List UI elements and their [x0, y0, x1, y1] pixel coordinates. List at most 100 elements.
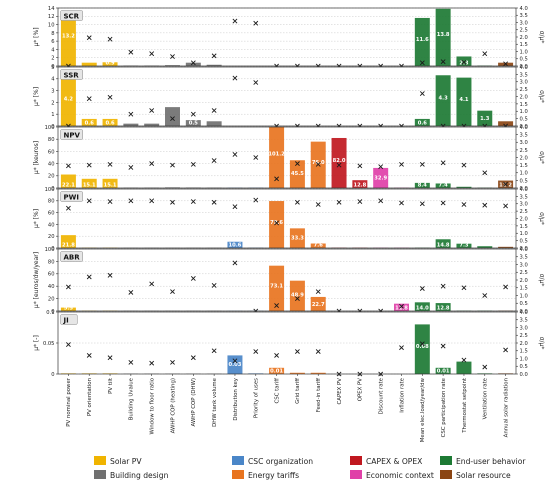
- legend-swatch: [94, 470, 106, 479]
- bar: [60, 235, 76, 248]
- sigma-marker: [336, 199, 342, 205]
- bar: [435, 75, 451, 126]
- bar-label: 0.6: [418, 121, 428, 127]
- y2-tick-label: 2.5: [520, 28, 528, 34]
- legend-label: Energy tariffs: [248, 471, 299, 480]
- y2-tick-label: 2.5: [520, 209, 528, 215]
- y2-tick-label: 2.5: [520, 270, 528, 276]
- y-tick-label: 0: [51, 124, 54, 130]
- category-label: CSC participation rate: [441, 377, 447, 437]
- y2-tick-label: 2.0: [520, 35, 528, 41]
- bar: [456, 243, 472, 248]
- sigma-marker: [86, 352, 92, 358]
- y-tick-label: 12: [48, 14, 55, 20]
- sigma-marker: [232, 75, 238, 81]
- panel-pwi: 21.8 10.679.633.37.6 14.8 7.30204060801000.…: [33, 187, 545, 252]
- y-tick-label: 0.1: [46, 310, 54, 316]
- category-label: Grid tariff: [295, 378, 301, 404]
- sigma-marker: [461, 202, 467, 207]
- panel-title: SCR: [64, 12, 80, 20]
- y-tick-label: 0: [51, 64, 54, 70]
- y2-tick-label: 1.5: [520, 224, 528, 230]
- sigma-marker: [211, 158, 217, 163]
- y-axis-label: μ* [euros/dw/year]: [33, 252, 40, 308]
- sigma-marker: [253, 197, 259, 203]
- y2-tick-label: 4.0: [520, 187, 528, 193]
- bar-label: 13.2: [62, 33, 75, 39]
- y2-tick-label: 3.5: [520, 13, 528, 19]
- category-label: PV tilt: [108, 378, 114, 394]
- y2-tick-label: 2.0: [520, 155, 528, 161]
- bar: [102, 118, 118, 126]
- sigma-marker: [461, 285, 467, 291]
- sigma-marker: [86, 35, 92, 41]
- sigma-marker: [274, 303, 280, 308]
- bar: [456, 186, 472, 188]
- sigma-marker: [128, 289, 134, 295]
- sigma-marker: [253, 349, 259, 354]
- category-label: Ventilation rate: [483, 377, 489, 419]
- bar: [60, 307, 76, 311]
- category-label: PV orientation: [87, 378, 93, 416]
- sigma-marker: [482, 202, 488, 208]
- bar: [414, 302, 430, 311]
- sigma-marker: [440, 283, 446, 289]
- bar: [81, 178, 97, 188]
- category-label: AWHP COP (heating): [170, 378, 176, 433]
- sigma-marker: [149, 281, 155, 287]
- sigma-marker: [440, 160, 446, 166]
- y-tick-label: 1: [51, 112, 54, 118]
- sigma-marker: [253, 80, 259, 85]
- bar: [373, 167, 389, 188]
- sigma-marker: [440, 200, 446, 206]
- bar: [269, 265, 285, 311]
- y-tick-label: 80: [48, 137, 55, 143]
- category-label: Distribution key: [233, 377, 239, 420]
- sigma-marker: [190, 199, 196, 204]
- y-tick-label: 0: [51, 246, 54, 252]
- y2-tick-label: 0.5: [520, 117, 528, 123]
- legend-label: Economic context: [366, 471, 434, 480]
- bar: [414, 17, 430, 67]
- sigma-marker: [170, 116, 175, 122]
- sigma-marker: [294, 296, 300, 302]
- bar: [289, 160, 305, 188]
- sigma-marker: [253, 20, 259, 26]
- y2-tick-label: 0.0: [520, 246, 528, 252]
- bar: [102, 178, 118, 188]
- sigma-marker: [107, 355, 113, 361]
- y2-tick-label: 1.5: [520, 286, 528, 292]
- legend-label: Building design: [110, 471, 169, 480]
- bar: [477, 246, 493, 248]
- y-tick-label: 8: [51, 31, 54, 37]
- legend-label: End-user behavior: [456, 457, 526, 466]
- sigma-marker: [190, 355, 196, 361]
- sigma-marker: [170, 162, 175, 168]
- bar: [435, 183, 451, 188]
- y2-tick-label: 2.0: [520, 278, 528, 284]
- bar-label: 11.6: [416, 37, 429, 43]
- sigma-marker: [232, 152, 238, 157]
- y-tick-label: 40: [48, 162, 55, 168]
- y-tick-label: 60: [48, 211, 55, 217]
- bar: [289, 372, 305, 374]
- y-tick-label: 60: [48, 272, 55, 278]
- sigma-marker: [482, 293, 488, 298]
- sigma-marker: [294, 199, 300, 205]
- bar: [144, 123, 160, 126]
- sigma-marker: [399, 161, 404, 167]
- legend-swatch: [440, 470, 452, 479]
- sigma-marker: [503, 347, 509, 353]
- bar-label: 0.01: [270, 369, 283, 375]
- y-tick-label: 20: [48, 174, 55, 180]
- bar-label: 0.6: [105, 121, 115, 127]
- bar: [331, 137, 347, 188]
- bar: [60, 11, 76, 66]
- bar: [269, 367, 285, 374]
- sigma-marker: [65, 342, 71, 347]
- y2-tick-label: 1.0: [520, 293, 528, 299]
- y2-tick-label: 3.5: [520, 318, 528, 324]
- y2-tick-label: 0.0: [520, 309, 528, 315]
- bar: [435, 367, 451, 374]
- sigma-marker: [419, 60, 425, 66]
